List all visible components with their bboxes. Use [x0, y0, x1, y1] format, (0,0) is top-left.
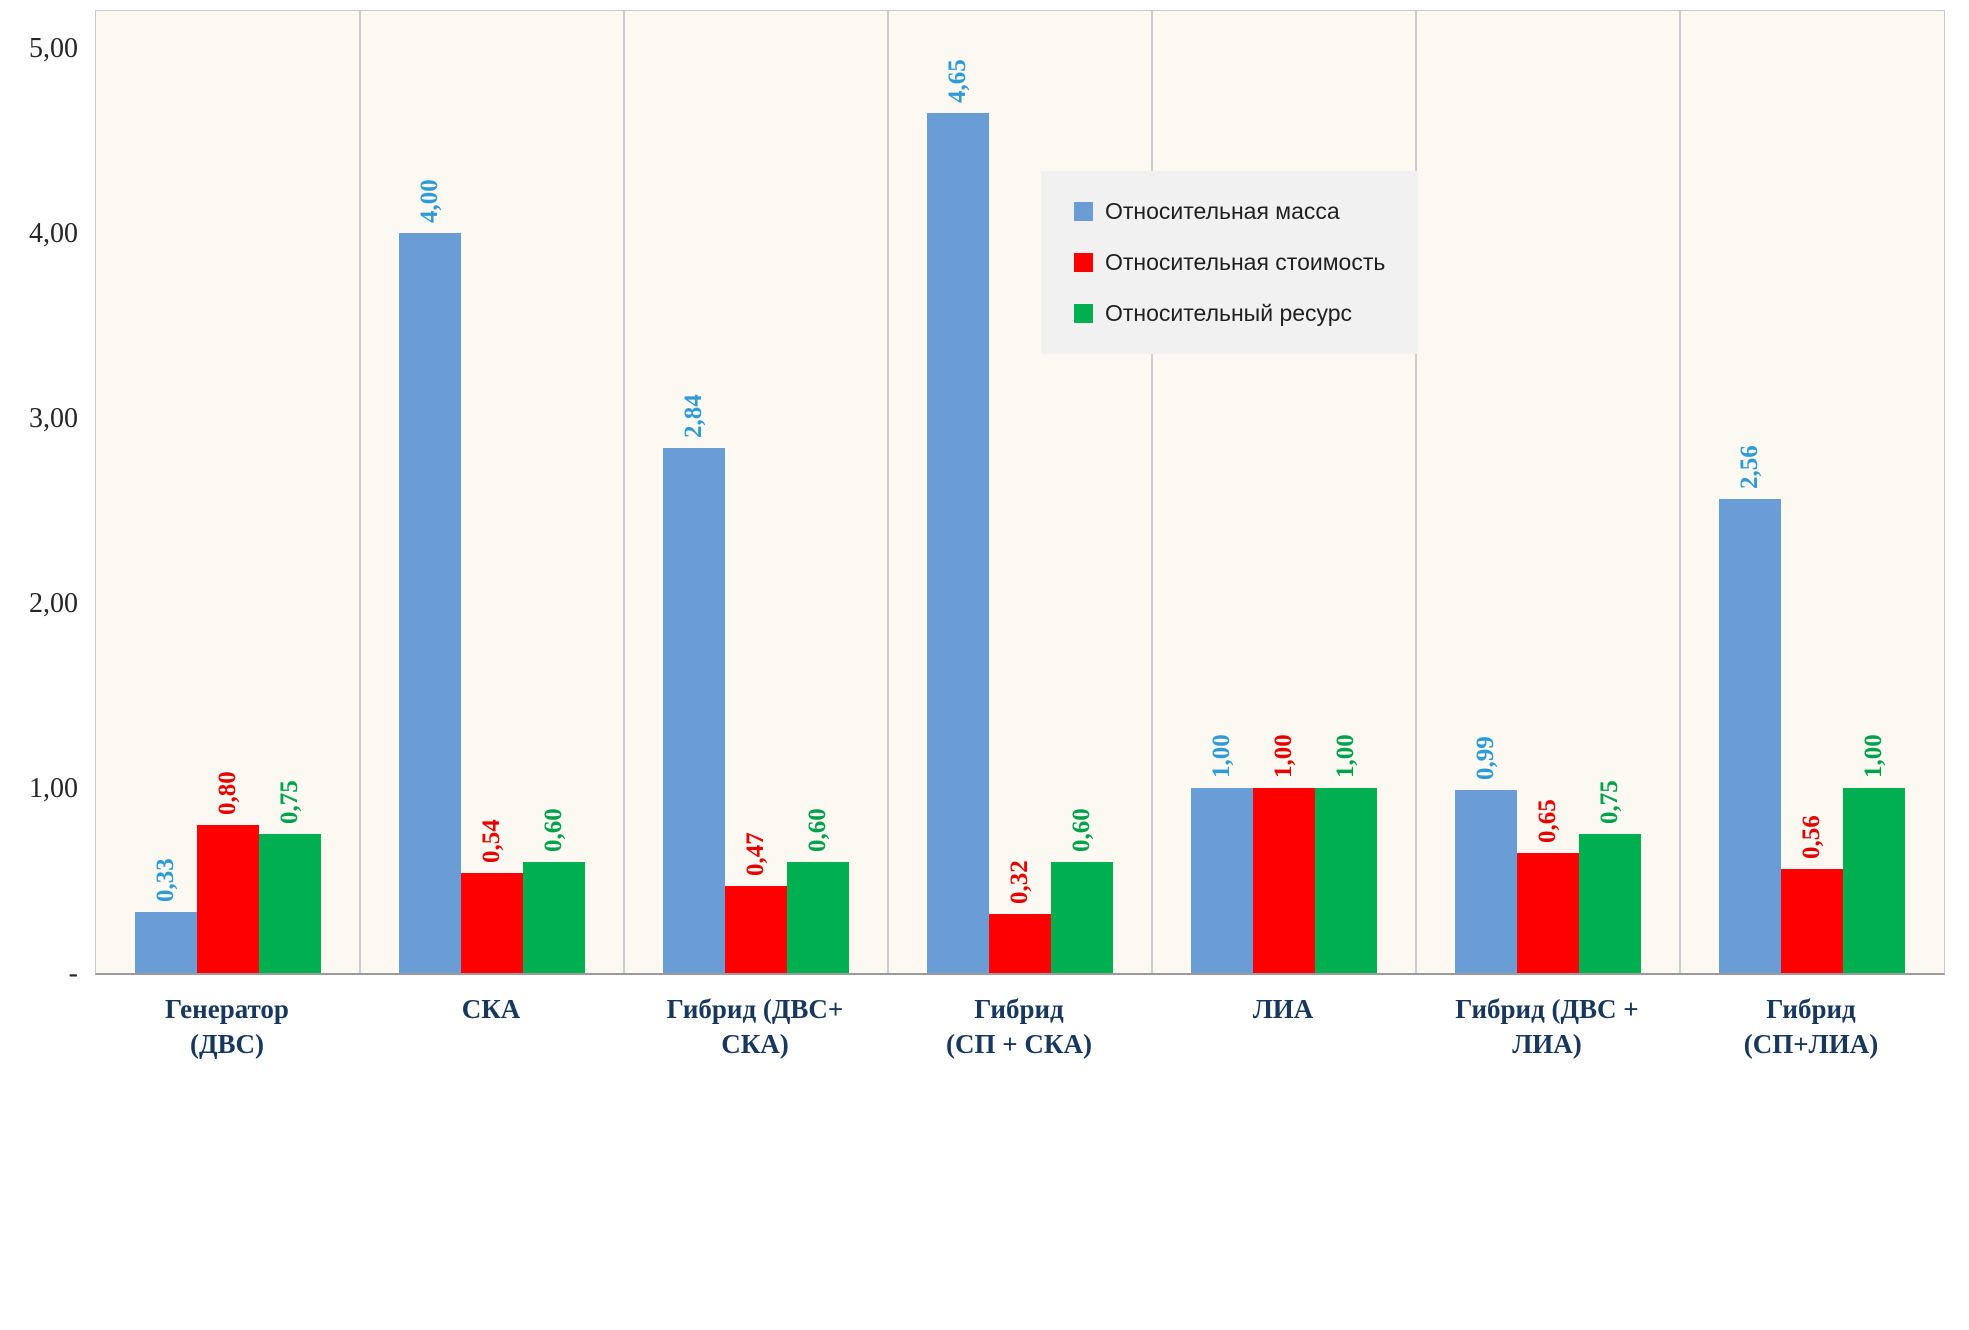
- gridline: [1415, 11, 1417, 973]
- category-label: СКА: [461, 994, 521, 1024]
- bar-value-label: 0,75: [276, 780, 303, 825]
- x-axis: Генератор (ДВС) СКА Гибрид (ДВС+ СКА) Гибрид(…: [95, 992, 1945, 1112]
- bar-value-label: 4,65: [944, 59, 971, 103]
- bar-value-label: 0,32: [1006, 860, 1033, 904]
- bar: [1051, 862, 1113, 973]
- bar: [523, 862, 585, 973]
- bar-value-label: 1,00: [1270, 734, 1297, 778]
- bar-value-label: 1,00: [1208, 734, 1235, 778]
- bar: [1843, 788, 1905, 973]
- bar-value-label: 1,00: [1332, 734, 1359, 778]
- bar-value-label: 1,00: [1860, 734, 1887, 778]
- category-label: Генератор (ДВС): [165, 994, 289, 1060]
- category-label: Гибрид (ДВС+ СКА): [666, 994, 844, 1060]
- bar: [663, 447, 725, 973]
- gridline: [887, 11, 889, 973]
- y-tick-label: -: [68, 958, 78, 989]
- bar: [399, 233, 461, 973]
- y-axis: - 1,00 2,00 3,00 4,00 5,00: [0, 10, 78, 989]
- category-label: Гибрид (ДВС + ЛИА): [1455, 994, 1639, 1060]
- gridline: [1679, 11, 1681, 973]
- bar: [1455, 789, 1517, 973]
- category-label: Гибрид (СП+ЛИА): [1743, 994, 1879, 1060]
- legend-swatch-icon: [1074, 202, 1093, 221]
- bar: [197, 825, 259, 973]
- bar: [927, 112, 989, 973]
- y-tick-label: 5,00: [29, 33, 78, 64]
- bar-value-label: 0,80: [214, 771, 241, 815]
- bar-value-label: 0,75: [1596, 780, 1623, 825]
- legend-item: Относительная стоимость: [1074, 249, 1385, 276]
- legend-item: Относительный ресурс: [1074, 300, 1385, 327]
- bar: [725, 886, 787, 973]
- legend-label: Относительная масса: [1105, 198, 1340, 224]
- gridline: [359, 11, 361, 973]
- y-tick-label: 3,00: [29, 403, 78, 434]
- gridline: [1151, 11, 1153, 973]
- y-tick-label: 1,00: [29, 773, 78, 804]
- bar: [1719, 499, 1781, 973]
- bar: [1253, 788, 1315, 973]
- bar-value-label: 0,60: [804, 808, 831, 852]
- bar: [135, 911, 197, 973]
- legend-item: Относительная масса: [1074, 198, 1385, 225]
- bar-value-label: 2,84: [680, 393, 707, 438]
- bar-value-label: 0,65: [1534, 799, 1561, 843]
- bar: [1315, 788, 1377, 973]
- category-label: ЛИА: [1252, 994, 1314, 1024]
- legend: Относительная масса Относительная стоимос…: [1041, 171, 1419, 354]
- bar-value-label: 2,56: [1736, 445, 1763, 490]
- y-tick-label: 4,00: [29, 218, 78, 249]
- bar: [1781, 869, 1843, 973]
- bar-value-label: 0,56: [1798, 815, 1825, 860]
- bar: [787, 862, 849, 973]
- bar-value-label: 0,33: [152, 858, 179, 902]
- legend-label: Относительная стоимость: [1105, 249, 1386, 275]
- bar-value-label: 0,60: [1068, 808, 1095, 852]
- gridline: [623, 11, 625, 973]
- bar-value-label: 0,54: [478, 819, 505, 864]
- bar-value-label: 4,00: [416, 179, 443, 223]
- bar: [1579, 834, 1641, 973]
- bar: [1517, 852, 1579, 973]
- category-label: Гибрид (СП + СКА): [946, 994, 1092, 1060]
- legend-swatch-icon: [1074, 304, 1093, 323]
- y-tick-label: 2,00: [29, 588, 78, 619]
- bar: [259, 834, 321, 973]
- bar: [989, 913, 1051, 973]
- bar-value-label: 0,99: [1472, 736, 1499, 780]
- legend-label: Относительный ресурс: [1105, 300, 1353, 326]
- bar-value-label: 0,47: [742, 832, 769, 877]
- bar: [1191, 788, 1253, 973]
- plot-area: 0,33 0,80 0,75 4,00 0,54 0,60 2,84 0,47 0,60 4,65…: [95, 10, 1945, 975]
- bar-value-label: 0,60: [540, 808, 567, 852]
- bar: [461, 873, 523, 973]
- legend-swatch-icon: [1074, 253, 1093, 272]
